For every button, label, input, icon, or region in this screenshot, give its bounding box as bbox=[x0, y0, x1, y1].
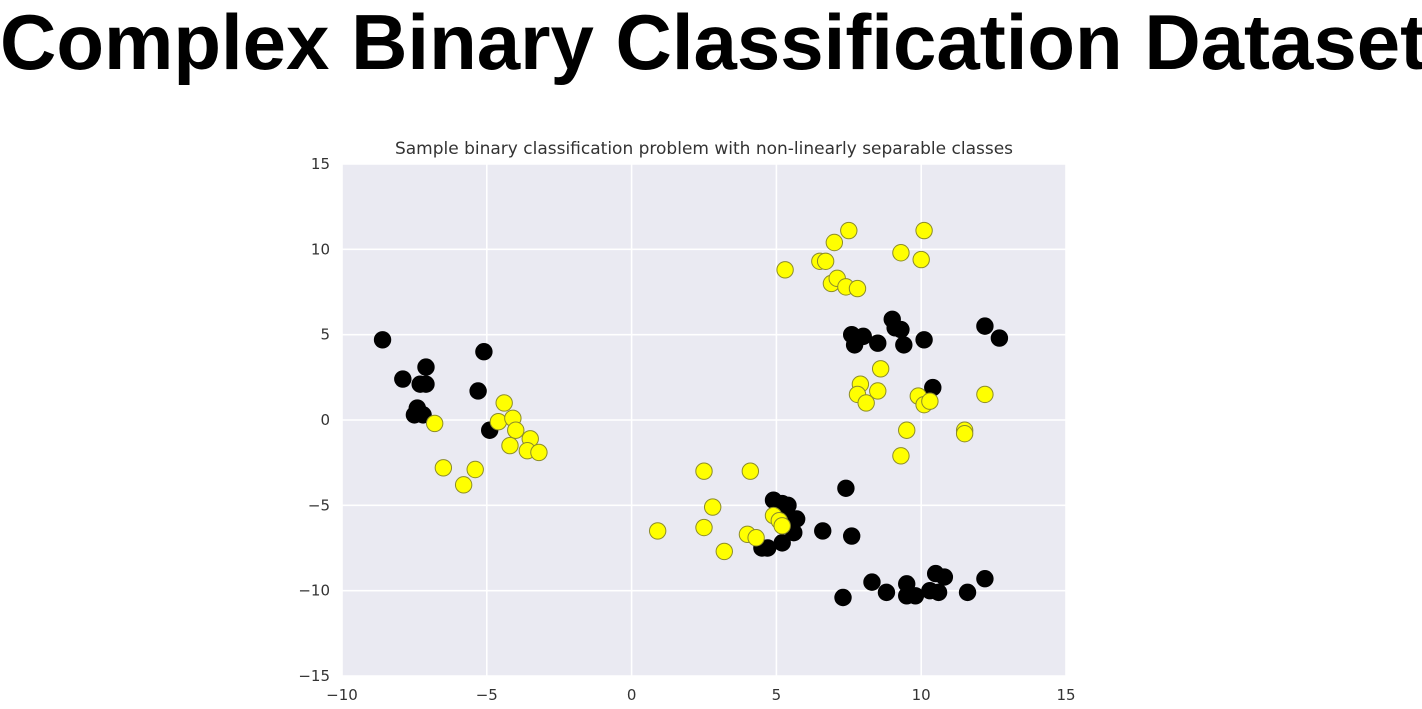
data-point bbox=[869, 334, 887, 352]
data-point bbox=[871, 360, 890, 378]
data-point bbox=[892, 244, 910, 262]
data-point bbox=[854, 327, 872, 346]
y-tick-label: −5 bbox=[308, 496, 330, 514]
data-point bbox=[990, 329, 1009, 347]
data-point bbox=[530, 443, 548, 462]
x-tick-label: −5 bbox=[476, 686, 498, 704]
data-point bbox=[434, 459, 453, 477]
data-point bbox=[976, 317, 994, 335]
data-point bbox=[848, 279, 867, 298]
data-point bbox=[373, 331, 392, 349]
data-point bbox=[417, 358, 435, 376]
chart-title: Sample binary classification problem wit… bbox=[395, 139, 1013, 159]
data-point bbox=[915, 221, 933, 240]
data-point bbox=[976, 570, 994, 588]
data-point bbox=[816, 252, 835, 270]
data-point bbox=[814, 522, 832, 540]
data-point bbox=[495, 394, 513, 412]
data-point bbox=[825, 233, 844, 252]
data-point bbox=[840, 221, 858, 240]
data-point bbox=[869, 382, 887, 400]
data-point bbox=[892, 320, 910, 339]
data-point bbox=[715, 542, 733, 561]
data-point bbox=[935, 568, 954, 586]
data-point bbox=[501, 436, 519, 455]
data-point bbox=[489, 413, 508, 431]
data-point bbox=[958, 583, 977, 602]
series-0 bbox=[373, 310, 1009, 607]
data-point bbox=[475, 343, 493, 361]
series-1 bbox=[425, 221, 994, 561]
data-point bbox=[648, 522, 667, 540]
data-point bbox=[898, 421, 916, 439]
data-point bbox=[929, 583, 948, 602]
data-point bbox=[695, 518, 713, 537]
data-point bbox=[741, 462, 760, 480]
x-tick-label: 0 bbox=[627, 686, 637, 704]
data-point bbox=[507, 421, 525, 439]
data-points bbox=[373, 221, 1009, 607]
slide-title: Complex Binary Classification Dataset bbox=[0, 0, 1422, 86]
data-point bbox=[695, 462, 713, 480]
data-point bbox=[837, 479, 855, 497]
data-point bbox=[703, 498, 722, 516]
data-point bbox=[895, 336, 913, 354]
x-tick-label: 15 bbox=[1056, 686, 1075, 704]
data-point bbox=[863, 573, 881, 591]
data-point bbox=[834, 588, 852, 607]
data-point bbox=[912, 250, 930, 269]
data-point bbox=[747, 529, 765, 547]
data-point bbox=[906, 587, 925, 605]
data-point bbox=[877, 583, 896, 602]
data-point bbox=[892, 447, 910, 465]
y-tick-label: 15 bbox=[311, 155, 330, 173]
data-point bbox=[773, 534, 791, 552]
data-point bbox=[417, 375, 435, 393]
data-point bbox=[394, 370, 412, 388]
x-tick-label: 5 bbox=[772, 686, 782, 704]
data-point bbox=[921, 392, 939, 410]
data-point bbox=[773, 517, 791, 535]
data-point bbox=[454, 476, 473, 494]
data-point bbox=[976, 385, 994, 404]
data-point bbox=[842, 527, 861, 545]
y-tick-label: −15 bbox=[298, 667, 330, 685]
y-tick-label: 0 bbox=[320, 411, 330, 429]
data-point bbox=[915, 331, 933, 349]
data-point bbox=[469, 382, 487, 400]
data-point bbox=[425, 414, 444, 433]
data-point bbox=[776, 261, 794, 279]
y-tick-label: 10 bbox=[311, 240, 330, 258]
y-tick-label: 5 bbox=[320, 326, 330, 344]
data-point bbox=[466, 460, 484, 479]
x-tick-label: −10 bbox=[326, 686, 358, 704]
y-tick-label: −10 bbox=[298, 582, 330, 600]
x-tick-label: 10 bbox=[912, 686, 931, 704]
data-point bbox=[955, 424, 974, 443]
data-point bbox=[857, 394, 875, 412]
